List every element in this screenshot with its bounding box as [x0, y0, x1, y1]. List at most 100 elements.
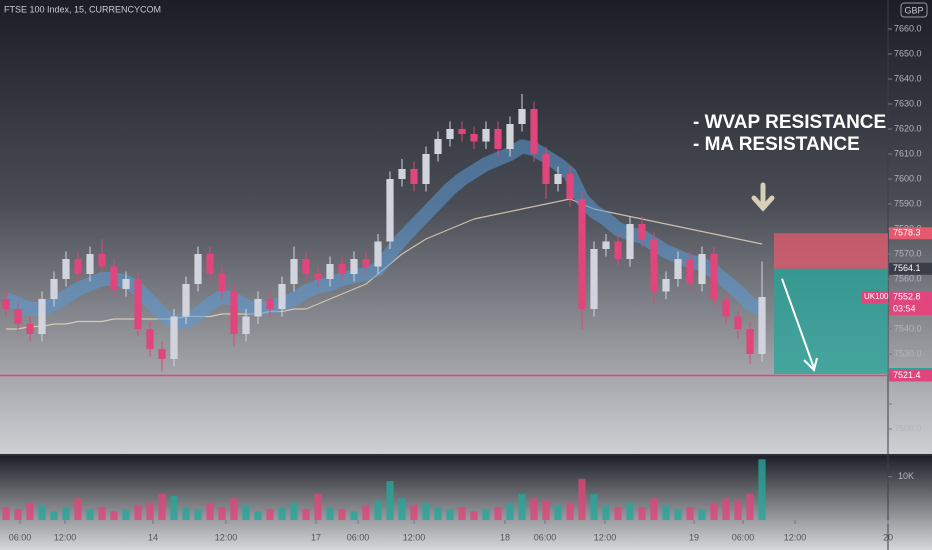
- last-tag: [889, 291, 932, 315]
- volume-bar: [350, 511, 358, 520]
- last-price: 7552.8: [893, 291, 921, 301]
- volume-bar: [62, 507, 70, 520]
- candle-body: [302, 259, 310, 274]
- candle-body: [50, 279, 58, 299]
- target-zone: [774, 268, 888, 374]
- volume-bar: [434, 507, 442, 520]
- volume-bar: [278, 507, 286, 520]
- candle-body: [146, 329, 154, 349]
- volume-bar: [134, 504, 142, 520]
- volume-bar: [290, 502, 298, 520]
- y-tick-label: 7610.0: [894, 148, 922, 158]
- candle-body: [566, 174, 574, 199]
- volume-bar: [746, 494, 754, 520]
- candle-body: [422, 154, 430, 184]
- candle-body: [698, 254, 706, 284]
- candle-body: [590, 249, 598, 309]
- x-tick-label: 12:00: [403, 532, 426, 542]
- volume-bar: [182, 507, 190, 520]
- volume-bar: [686, 507, 694, 520]
- price-tag-label: 7578.3: [893, 228, 921, 238]
- trade-arrow: [781, 278, 818, 372]
- volume-bar: [734, 500, 742, 520]
- volume-bar: [422, 502, 430, 520]
- volume-bar: [590, 494, 598, 520]
- volume-bar: [650, 498, 658, 520]
- candle-body: [38, 299, 46, 334]
- volume-bar: [158, 494, 166, 520]
- volume-bar: [638, 507, 646, 520]
- volume-bar: [230, 498, 238, 520]
- x-tick-label: 12:00: [784, 532, 807, 542]
- candle-body: [266, 299, 274, 309]
- x-tick-label: 06:00: [347, 532, 370, 542]
- y-tick-label: 7560.0: [894, 273, 922, 283]
- candle-body: [602, 241, 610, 249]
- volume-bar: [530, 498, 538, 520]
- ma-fast: [3, 139, 765, 329]
- price-tag-label: 7521.4: [893, 370, 921, 380]
- candle-body: [626, 224, 634, 259]
- down-arrow: [751, 182, 775, 212]
- y-tick-label: 7640.0: [894, 73, 922, 83]
- candle-body: [86, 254, 94, 274]
- candle-body: [206, 254, 214, 274]
- volume-bar: [722, 498, 730, 520]
- candle-body: [482, 129, 490, 142]
- volume-bar: [662, 504, 670, 520]
- volume-bar: [554, 504, 562, 520]
- candle-body: [194, 254, 202, 284]
- candle-body: [26, 324, 34, 334]
- candle-body: [650, 239, 658, 292]
- candle-body: [662, 279, 670, 292]
- volume-bar: [470, 511, 478, 520]
- candle-body: [674, 259, 682, 279]
- candle-body: [434, 139, 442, 154]
- volume-bar: [446, 509, 454, 520]
- y-tick-label: 7630.0: [894, 98, 922, 108]
- volume-bar: [494, 507, 502, 520]
- candle-body: [530, 109, 538, 154]
- x-tick-label: 20: [883, 532, 893, 542]
- volume-bar: [602, 504, 610, 520]
- candle-body: [722, 299, 730, 317]
- x-tick-label: 14: [148, 532, 158, 542]
- volume-bar: [758, 459, 766, 520]
- candle-body: [458, 129, 466, 134]
- volume-bar: [506, 502, 514, 520]
- candle-body: [506, 124, 514, 149]
- candle-body: [554, 174, 562, 184]
- volume-bar: [398, 498, 406, 520]
- candle-body: [386, 179, 394, 242]
- volume-bar: [626, 502, 634, 520]
- x-tick-label: 18: [500, 532, 510, 542]
- y-tick-label: 7540.0: [894, 323, 922, 333]
- price-tag: [889, 262, 932, 275]
- y-tick-label: 7600.0: [894, 173, 922, 183]
- x-tick-label: 17: [311, 532, 321, 542]
- candle-body: [62, 259, 70, 279]
- candle-body: [218, 274, 226, 292]
- countdown: 03:54: [893, 303, 916, 313]
- volume-bar: [326, 507, 334, 520]
- candle-body: [470, 134, 478, 142]
- candle-body: [326, 264, 334, 279]
- price-tag: [889, 369, 932, 382]
- volume-bar: [518, 494, 526, 520]
- volume-bar: [410, 504, 418, 520]
- candle-body: [614, 241, 622, 259]
- candle-body: [2, 299, 10, 309]
- candle-body: [638, 224, 646, 239]
- volume-bar: [110, 511, 118, 520]
- volume-bar: [314, 494, 322, 520]
- candle-body: [290, 259, 298, 284]
- volume-bar: [218, 507, 226, 520]
- candle-body: [362, 259, 370, 267]
- volume-bar: [614, 507, 622, 520]
- volume-bar: [302, 509, 310, 520]
- volume-bar: [206, 502, 214, 520]
- volume-bar: [146, 502, 154, 520]
- annotation: - MA RESISTANCE: [693, 134, 860, 155]
- volume-bar: [362, 504, 370, 520]
